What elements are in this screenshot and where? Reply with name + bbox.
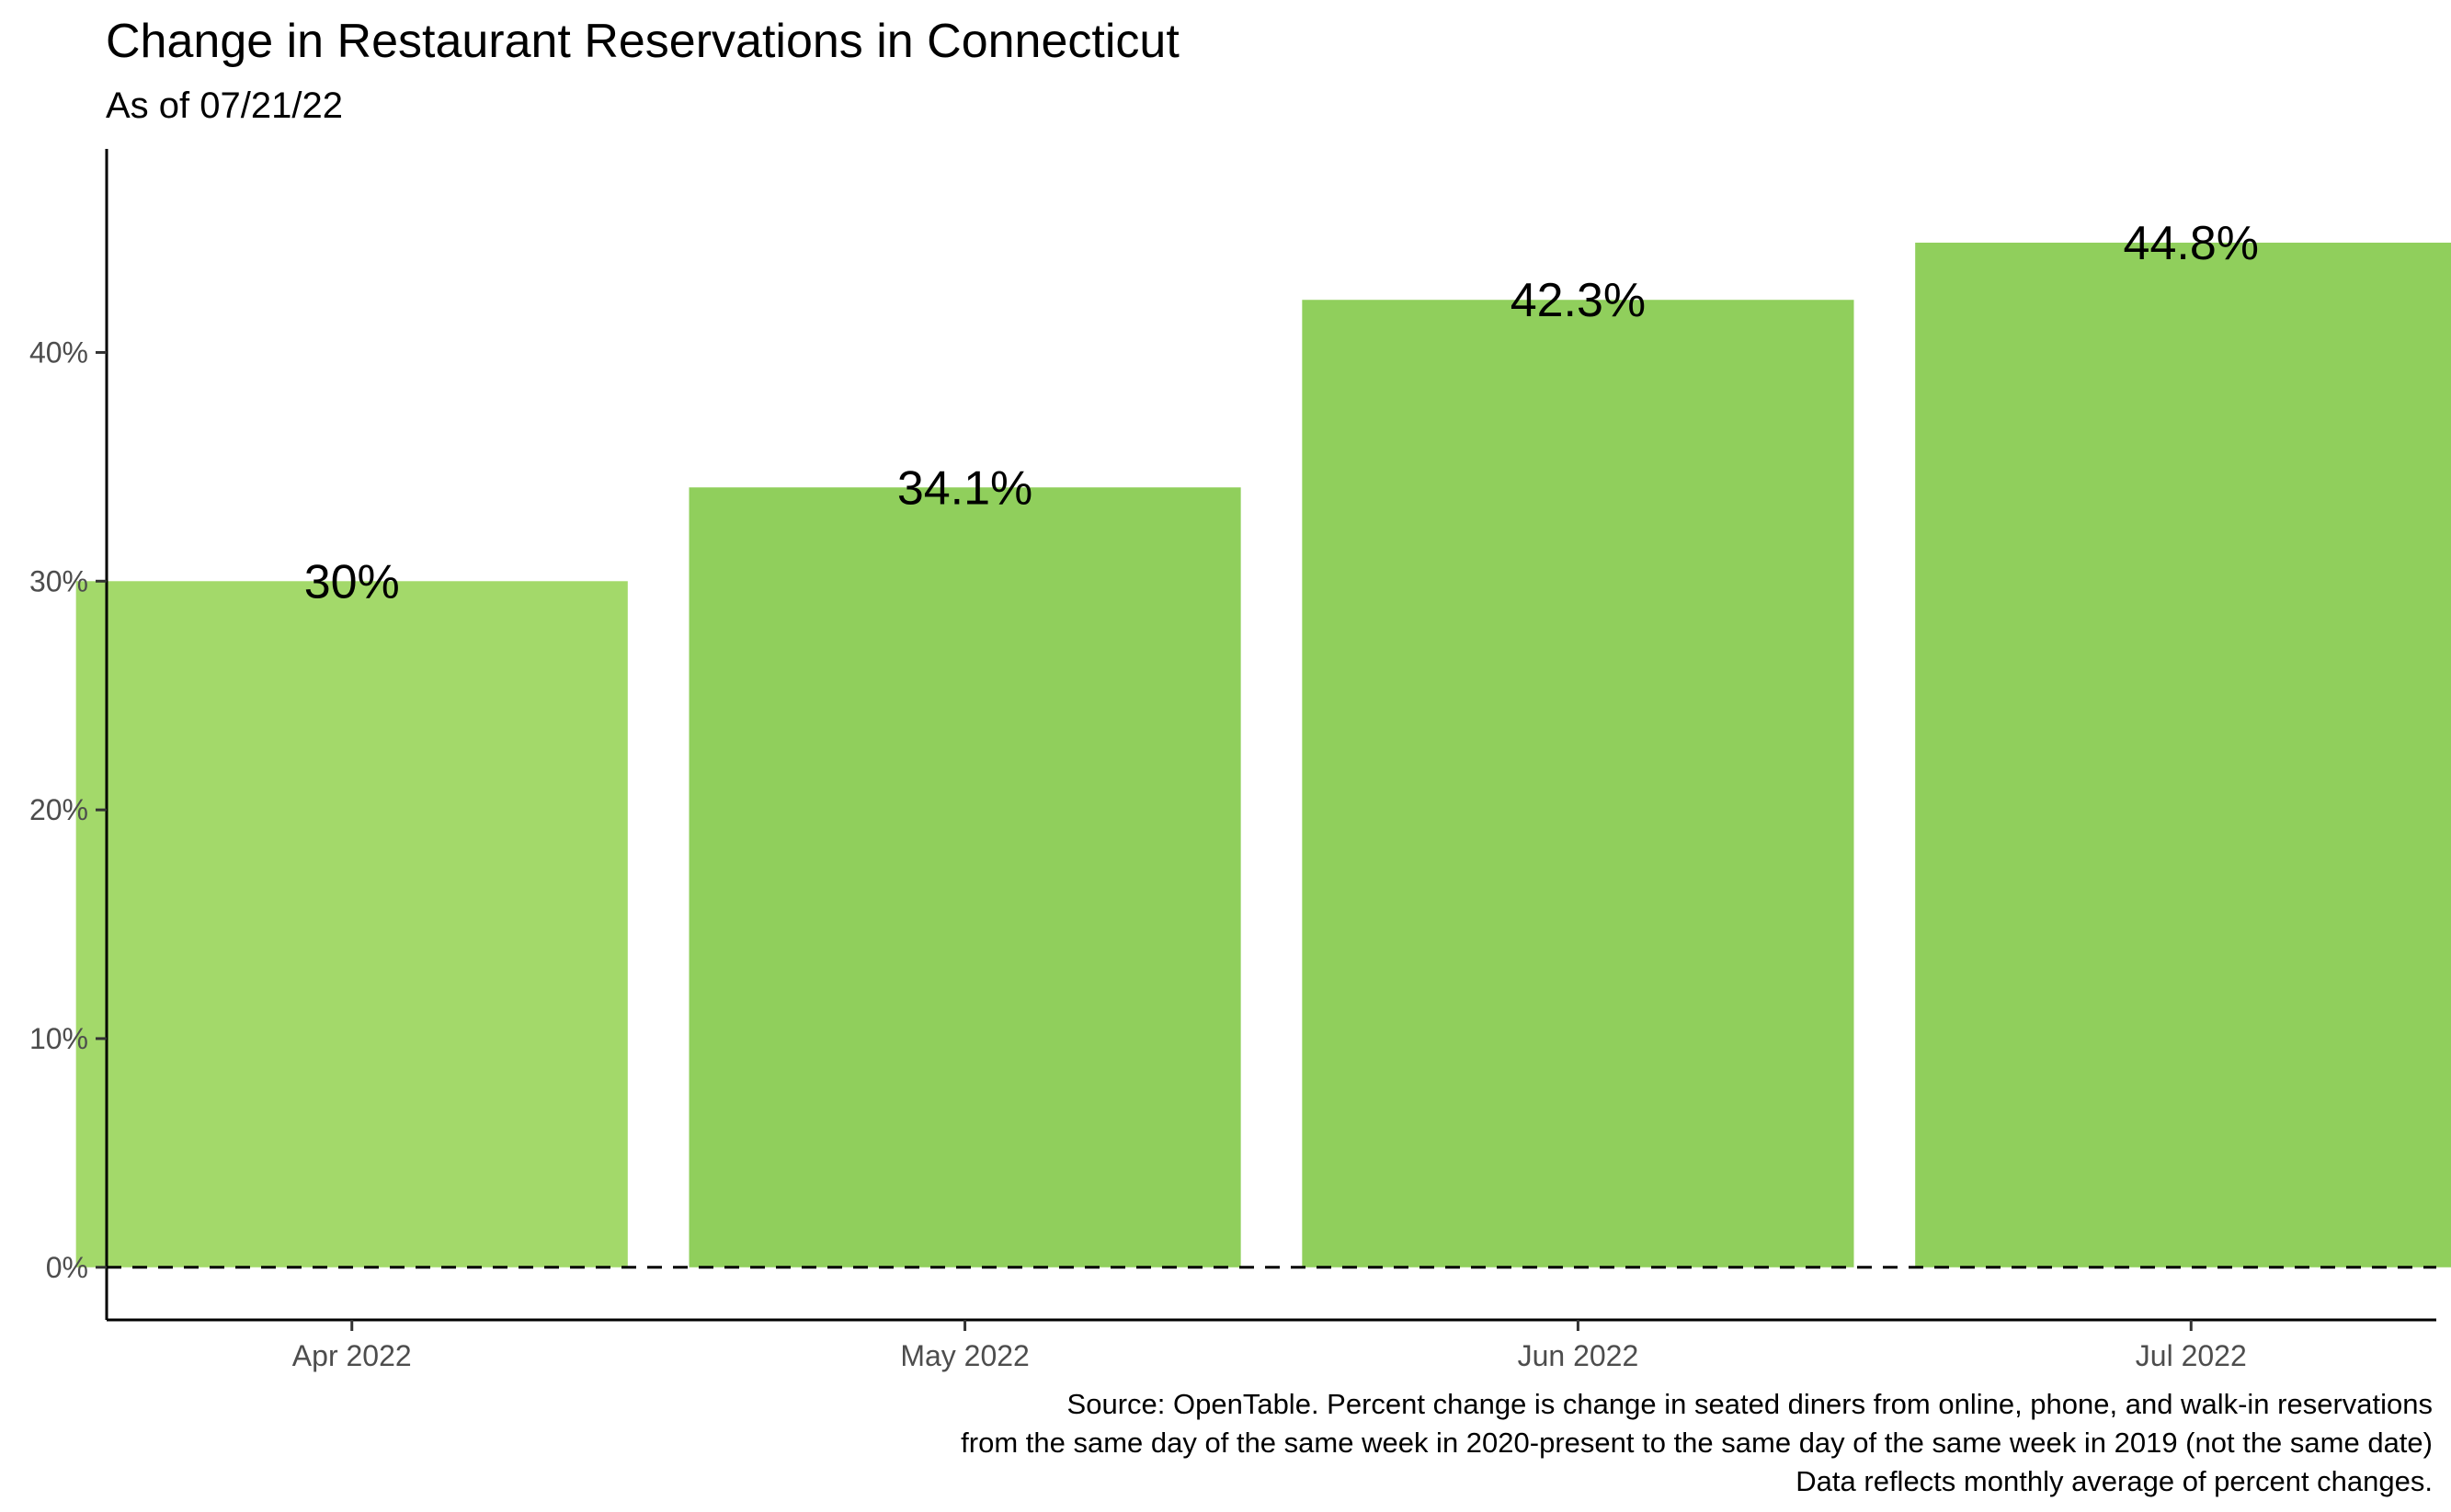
bar [1915, 243, 2451, 1268]
y-tick-label: 10% [29, 1022, 88, 1055]
bar-value-label: 34.1% [897, 461, 1032, 515]
y-tick-label: 20% [29, 793, 88, 826]
y-tick-label: 40% [29, 335, 88, 369]
x-tick-label: Apr 2022 [292, 1339, 412, 1372]
bar [1302, 300, 1854, 1268]
x-axis: Apr 2022 May 2022 Jun 2022 Jul 2022 [107, 1318, 2436, 1372]
y-tick-label: 0% [46, 1251, 88, 1284]
bar-value-label: 44.8% [2124, 217, 2259, 270]
bar-value-label: 30% [304, 555, 400, 608]
x-tick-label: Jul 2022 [2136, 1339, 2247, 1372]
bar-value-label: 42.3% [1510, 274, 1646, 327]
x-tick-label: Jun 2022 [1518, 1339, 1639, 1372]
y-tick-label: 30% [29, 564, 88, 597]
chart-subtitle: As of 07/21/22 [106, 85, 343, 126]
caption-line-1: Source: OpenTable. Percent change is cha… [1067, 1388, 2433, 1420]
bar [689, 487, 1241, 1268]
bar-labels-group: 30% 34.1% 42.3% 44.8% [304, 217, 2259, 608]
y-axis: 0% 10% 20% 30% 40% [29, 149, 108, 1320]
caption-line-2: from the same day of the same week in 20… [961, 1427, 2433, 1459]
caption-line-3: Data reflects monthly average of percent… [1796, 1465, 2433, 1497]
x-tick-label: May 2022 [900, 1339, 1030, 1372]
bars-group [75, 243, 2451, 1269]
chart-title: Change in Restaurant Reservations in Con… [106, 15, 1180, 68]
caption: Source: OpenTable. Percent change is cha… [961, 1388, 2433, 1497]
bar [75, 581, 628, 1268]
